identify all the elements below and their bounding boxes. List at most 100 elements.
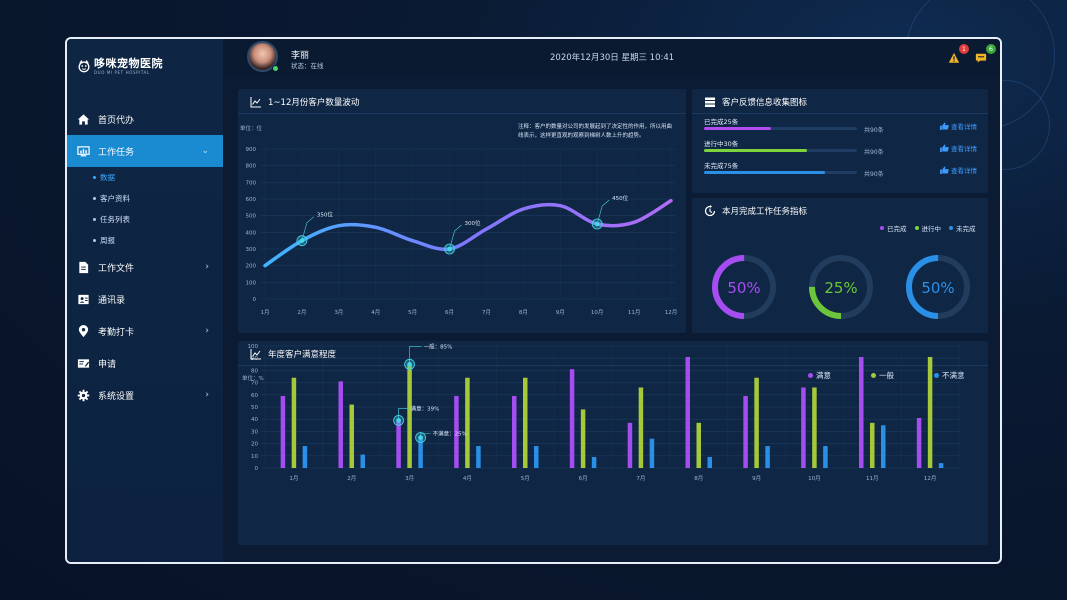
chart-monitor-icon [76,144,90,158]
bar [280,396,286,468]
satisfaction-panel: 年度客户满意程度 单位：% 满意 一般 不满意 0 10 20 30 40 50 60 70 8… [238,341,988,545]
bar [881,425,886,468]
legend-item: 进行中 [914,223,941,233]
sidebar-item-attendance[interactable]: 考勤打卡 › [67,315,223,347]
bar [685,356,690,468]
gauge-value: 25% [824,279,857,297]
paw-logo-icon [78,59,90,73]
sidebar-item-home[interactable]: 首页代办 [67,103,223,135]
bar [765,446,770,468]
y-tick-label: 400 [246,230,257,236]
bar [523,377,528,468]
y-tick-label: 50 [251,405,258,411]
thumbs-up-icon [940,122,949,130]
legend-item: 不满意 [934,370,965,381]
sidebar-subitem-task-list[interactable]: 任务列表 [67,209,223,230]
bar [512,396,517,468]
progress-track [704,171,857,174]
series-line [263,198,673,268]
x-tick-label: 10月 [591,309,604,316]
x-tick-label: 2月 [347,475,356,482]
home-icon [76,112,90,126]
sidebar-subitem-customers[interactable]: 客户资料 [67,188,223,209]
progress-bar [704,127,772,130]
x-tick-label: 9月 [556,309,565,316]
x-tick-label: 6月 [445,309,454,316]
message-count-badge: 6 [986,44,996,54]
feedback-panel: 客户反馈信息收集图标 已完成25条 共90条 查看详情 进行中30条 共90条 … [692,89,988,193]
data-point-core [407,362,412,367]
bar [638,387,644,468]
chevron-right-icon: › [205,326,209,336]
line-chart-title: 1~12月份客户数量波动 [268,98,360,108]
top-header: 李丽 状态：在线 2020年12月30日 星期三 10:41 1 6 [223,39,1000,76]
alert-button[interactable]: 1 [948,44,969,63]
line-chart-note: 注释：客户的数量对公司的发展起到了决定性的作用，所以用曲线表示，这样更直观的观察… [518,124,673,139]
sidebar-item-label: 首页代办 [98,115,135,126]
bar [360,454,365,468]
sidebar-item-apply[interactable]: 申请 [67,347,223,379]
y-tick-label: 500 [246,214,257,220]
current-datetime: 2020年12月30日 星期三 10:41 [550,53,675,63]
x-tick-label: 1月 [261,309,270,316]
sidebar-subitem-weekly[interactable]: 周报 [67,230,223,251]
bar-chart-title: 年度客户满意程度 [268,350,337,360]
bar [859,356,864,468]
x-tick-label: 5月 [408,309,417,316]
sidebar-item-settings[interactable]: 系统设置 › [67,379,223,411]
sidebar-item-label: 考勤打卡 [98,327,135,338]
x-tick-label: 12月 [665,309,678,316]
legend-label: 未完成 [956,225,976,233]
user-status: 状态：在线 [291,62,324,70]
bar-chart-unit: 单位：% [242,376,264,382]
y-tick-label: 80 [251,368,258,374]
gauge-value: 50% [727,279,760,297]
app-window: 哆咪宠物医院 DUO MI PET HOSPITAL 首页代办 工作任务 ⌄ 数 [65,37,1002,564]
x-tick-label: 11月 [866,475,879,482]
bar [476,446,481,468]
y-tick-label: 30 [251,429,258,435]
annotation-leader [409,346,422,365]
bar [870,422,875,468]
y-tick-label: 40 [251,417,258,423]
line-chart-icon [250,97,261,108]
sidebar-item-tasks[interactable]: 工作任务 ⌄ [67,135,223,167]
x-tick-label: 1月 [289,475,298,482]
chevron-right-icon: › [205,390,209,400]
bar-chart: 0 10 20 30 40 50 60 70 80 90 100 1月 2月 3月 4月 5月 6月 7月 8月 9月… [248,342,961,482]
sidebar-item-contacts[interactable]: 通讯录 [67,283,223,315]
progress-bar [704,149,807,152]
legend-label: 已完成 [887,225,907,233]
bar [349,404,354,468]
app-name: 哆咪宠物医院 [94,56,163,70]
bar [580,409,586,468]
message-button[interactable]: 6 [975,44,996,63]
app-logo[interactable]: 哆咪宠物医院 DUO MI PET HOSPITAL [77,53,163,79]
annotation-label: 350位 [317,211,333,219]
feedback-label: 未完成75条 [704,162,739,170]
x-tick-label: 11月 [628,309,641,316]
bar [291,377,297,468]
bar [938,463,944,468]
view-details-link[interactable]: 查看详情 [940,143,977,153]
sidebar-subitem-data[interactable]: 数据 [67,167,223,188]
sidebar-item-files[interactable]: 工作文件 › [67,251,223,283]
gauge-arc [906,255,970,319]
feedback-label: 已完成25条 [704,118,739,126]
x-tick-label: 3月 [334,309,343,316]
chevron-right-icon: › [205,262,209,272]
view-details-link[interactable]: 查看详情 [940,165,977,175]
sidebar: 哆咪宠物医院 DUO MI PET HOSPITAL 首页代办 工作任务 ⌄ 数 [67,39,223,562]
sidebar-subitem-label: 数据 [100,173,115,182]
sidebar-nav: 首页代办 工作任务 ⌄ 数据 客户资料 任务列表 [67,103,223,411]
view-details-link[interactable]: 查看详情 [940,121,977,131]
bar [418,437,423,468]
gauge-value: 50% [921,279,954,297]
x-tick-label: 8月 [694,475,703,482]
warning-icon [948,52,960,63]
bar [396,420,401,468]
annotation-leader [301,216,315,241]
bar [302,446,308,468]
bar [338,381,343,468]
message-icon [975,53,987,63]
